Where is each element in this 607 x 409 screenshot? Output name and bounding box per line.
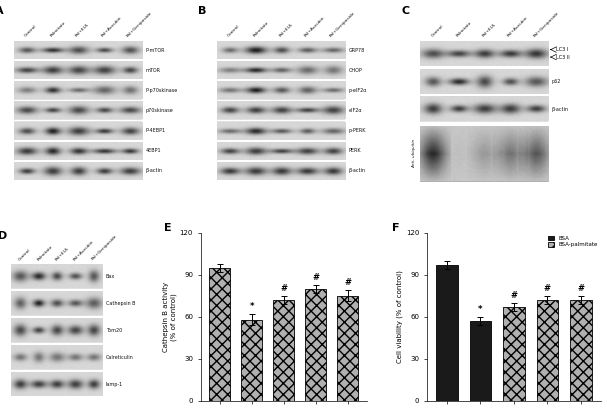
Bar (420, 96, 548, 122)
Legend: BSA, BSA-palmitate: BSA, BSA-palmitate (548, 236, 598, 248)
Text: eIF2α: eIF2α (348, 108, 362, 113)
Text: #: # (577, 284, 585, 293)
Bar (537, 300, 558, 401)
Y-axis label: Cell viability (% of control): Cell viability (% of control) (396, 270, 403, 363)
Text: Palmitate: Palmitate (49, 21, 67, 38)
Text: Pal+Geniposide: Pal+Geniposide (532, 11, 560, 38)
Text: mTOR: mTOR (145, 67, 160, 73)
Text: Palmitate: Palmitate (36, 244, 53, 261)
Text: Pal+Aucubin: Pal+Aucubin (73, 239, 95, 261)
Text: lamp-1: lamp-1 (106, 382, 123, 387)
Text: Control: Control (18, 247, 32, 261)
Bar (570, 300, 592, 401)
Text: Palmitate: Palmitate (253, 21, 270, 38)
Text: p-eIF2α: p-eIF2α (348, 88, 367, 93)
Text: β-actin: β-actin (552, 106, 569, 112)
Text: GRP78: GRP78 (348, 47, 365, 52)
Text: #: # (510, 291, 517, 300)
Text: Control: Control (227, 24, 241, 38)
Bar (420, 41, 548, 67)
Text: CHOP: CHOP (348, 67, 362, 73)
Text: Calreticulin: Calreticulin (106, 355, 134, 360)
Text: Pal+EUL: Pal+EUL (481, 22, 497, 38)
Text: F: F (392, 223, 399, 233)
Text: Pal+Geniposide: Pal+Geniposide (91, 234, 118, 261)
Text: #: # (344, 279, 351, 288)
Text: β-actin: β-actin (348, 169, 365, 173)
Text: A: A (0, 7, 4, 16)
Bar (337, 296, 358, 401)
Bar (470, 321, 491, 401)
Text: Pal+Aucubin: Pal+Aucubin (100, 16, 123, 38)
Text: 4EBP1: 4EBP1 (145, 148, 161, 153)
Text: Pal+Aucubin: Pal+Aucubin (507, 16, 529, 38)
Text: LC3 I: LC3 I (556, 47, 568, 52)
Bar (503, 307, 525, 401)
Text: p70skinase: p70skinase (145, 108, 173, 113)
Text: PERK: PERK (348, 148, 361, 153)
Text: Pal+Aucubin: Pal+Aucubin (304, 16, 326, 38)
Y-axis label: Cathepsin B activity
(% of control): Cathepsin B activity (% of control) (163, 282, 177, 352)
Text: Palmitate: Palmitate (456, 21, 473, 38)
Text: P-mTOR: P-mTOR (145, 47, 165, 52)
Text: Bax: Bax (106, 274, 115, 279)
Text: Pal+EUL: Pal+EUL (75, 22, 90, 38)
Text: Pal+Geniposide: Pal+Geniposide (126, 11, 153, 38)
Bar (305, 289, 326, 401)
Text: Control: Control (24, 24, 38, 38)
Text: LC3 II: LC3 II (556, 54, 569, 60)
Text: C: C (401, 7, 410, 16)
Text: *: * (478, 305, 483, 314)
Text: #: # (312, 273, 319, 282)
Text: E: E (164, 223, 172, 233)
Bar (242, 319, 262, 401)
Text: Tom20: Tom20 (106, 328, 122, 333)
Text: p-PERK: p-PERK (348, 128, 366, 133)
Text: #: # (280, 284, 287, 293)
Text: Pal+EUL: Pal+EUL (55, 246, 70, 261)
Text: P-p70skinase: P-p70skinase (145, 88, 178, 93)
Text: Anti- ubiquitin: Anti- ubiquitin (412, 139, 416, 168)
Text: Pal+EUL: Pal+EUL (278, 22, 294, 38)
Text: Cathepsin B: Cathepsin B (106, 301, 135, 306)
Bar (436, 265, 458, 401)
Text: B: B (198, 7, 206, 16)
Text: Pal+Geniposide: Pal+Geniposide (329, 11, 356, 38)
Text: D: D (0, 231, 7, 241)
Text: Control: Control (430, 24, 444, 38)
Bar (209, 268, 230, 401)
Bar (420, 69, 548, 94)
Text: p62: p62 (552, 79, 561, 84)
Text: *: * (249, 302, 254, 311)
Text: β-actin: β-actin (145, 169, 163, 173)
Text: P-4EBP1: P-4EBP1 (145, 128, 166, 133)
Bar (273, 300, 294, 401)
Text: #: # (544, 284, 551, 293)
